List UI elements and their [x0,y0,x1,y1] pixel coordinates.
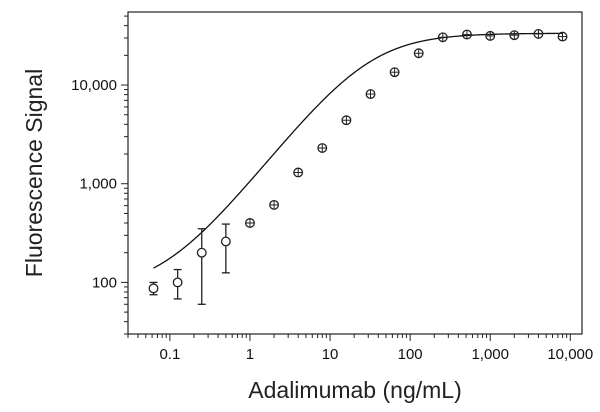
data-point [365,89,376,100]
data-point [485,30,496,41]
x-tick-label: 1,000 [471,346,509,363]
data-point [269,199,280,210]
data-point [413,48,424,59]
x-tick-label: 10 [322,346,339,363]
y-tick-label: 100 [92,274,117,291]
y-axis-title: Fluorescence Signal [21,69,47,277]
data-point [317,143,328,153]
data-point [148,283,159,294]
x-tick-label: 100 [398,346,423,363]
y-tick-label: 1,000 [79,176,117,193]
x-tick-label: 0.1 [159,346,180,363]
plot-frame [127,11,583,335]
data-point [437,32,448,43]
x-tick-label: 10,000 [547,346,593,363]
x-axis-ticks: 0.1 1 10 100 1,000 10,000 [127,334,593,363]
data-point [461,29,472,40]
data-point [557,31,568,42]
data-point [172,277,183,288]
data-point [341,115,352,126]
data-point [196,247,207,258]
y-tick-label: 10,000 [71,77,117,94]
data-point [533,28,544,39]
data-points [148,28,568,305]
x-tick-label: 1 [246,346,254,363]
data-point [293,167,304,178]
data-point [389,67,400,78]
y-axis-ticks: 100 1,000 10,000 [71,15,128,335]
fit-curve [153,32,563,269]
data-point [245,218,255,228]
data-point [509,30,520,41]
data-point [220,236,231,247]
x-axis-title: Adalimumab (ng/mL) [248,377,461,403]
